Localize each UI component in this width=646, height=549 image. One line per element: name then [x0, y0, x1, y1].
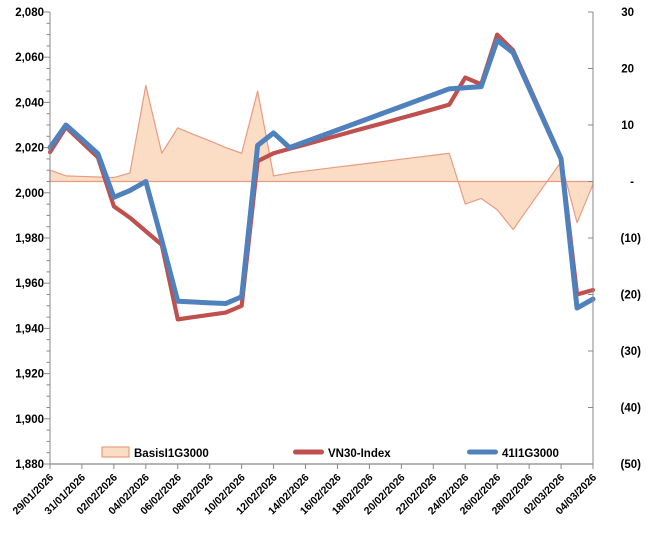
legend-swatch-line	[467, 449, 498, 455]
y-left-tick-label: 2,060	[15, 52, 44, 64]
legend-label: VN30-Index	[328, 448, 391, 460]
y-right-tick-label: 30	[621, 7, 634, 19]
y-right-tick-label: (10)	[621, 233, 642, 245]
y-left-tick-label: 1,880	[15, 459, 44, 471]
y-right-tick-label: 10	[621, 120, 634, 132]
y-right-tick-label: 20	[621, 64, 634, 76]
y-right-tick-label: (40)	[621, 403, 642, 415]
y-left-tick-label: 1,900	[15, 414, 44, 426]
y-left-tick-label: 2,020	[15, 143, 44, 155]
y-left-tick-label: 2,080	[15, 7, 44, 19]
y-right-tick-label: (50)	[621, 459, 642, 471]
y-axis-right: 30 20 10 - (10) (20) (30) (40) (50)	[588, 7, 641, 471]
y-right-tick-label: -	[630, 177, 634, 189]
y-left-tick-label: 2,040	[15, 97, 44, 109]
legend-swatch-line	[293, 449, 324, 455]
y-left-tick-label: 1,920	[15, 369, 44, 381]
legend-item-2: 41I1G3000	[467, 448, 559, 460]
y-left-tick-label: 1,940	[15, 323, 44, 335]
y-left-tick-label: 1,960	[15, 278, 44, 290]
y-axis-left: 2,080 2,060 2,040 2,020 2,000 1,980 1,960 1,940…	[15, 7, 51, 471]
legend-label: 41I1G3000	[502, 448, 559, 460]
series-area-basis	[49, 84, 594, 231]
y-left-tick-label: 2,000	[15, 188, 44, 200]
legend-swatch-area	[101, 446, 130, 458]
legend-item-0: BasisI1G3000	[101, 446, 209, 460]
series-line-41i1g3000	[47, 37, 596, 311]
legend-label: BasisI1G3000	[134, 448, 209, 460]
series-line-vn30-index	[47, 32, 596, 322]
y-right-tick-label: (20)	[621, 290, 642, 302]
y-right-tick-label: (30)	[621, 346, 642, 358]
y-left-tick-label: 1,980	[15, 233, 44, 245]
legend: BasisI1G3000 VN30-Index 41I1G3000	[101, 446, 559, 460]
legend-item-1: VN30-Index	[293, 448, 391, 460]
